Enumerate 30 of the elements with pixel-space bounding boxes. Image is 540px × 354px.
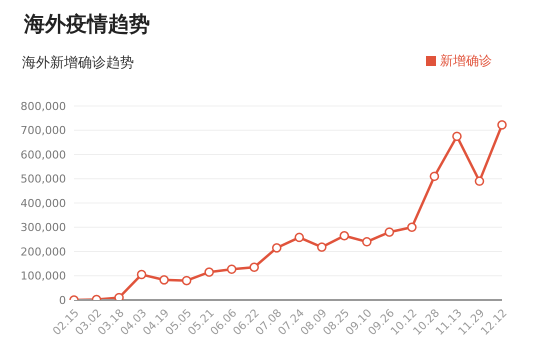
point [136, 270, 146, 280]
point [272, 243, 282, 253]
point [497, 120, 507, 130]
chart-title: 海外疫情趋势 [24, 11, 150, 38]
point [384, 227, 394, 237]
legend-label: 新增确诊 [440, 54, 492, 69]
y-tick-label: 700,000 [20, 124, 66, 138]
y-tick-label: 100,000 [20, 270, 66, 283]
point [317, 242, 327, 252]
point [249, 262, 259, 272]
y-tick-label: 400,000 [20, 196, 66, 210]
y-tick-label: 600,000 [20, 148, 66, 162]
point [474, 176, 484, 186]
point [340, 230, 350, 240]
point [407, 222, 417, 232]
point [204, 267, 214, 277]
chart-subtitle: 海外新增确诊趋势 [22, 54, 134, 72]
point [226, 264, 236, 274]
point [362, 237, 372, 247]
y-tick-label: 500,000 [20, 172, 66, 186]
point [452, 132, 462, 142]
point [430, 172, 440, 182]
point [182, 276, 192, 286]
y-tick-label: 300,000 [20, 221, 66, 234]
point [114, 292, 124, 300]
y-tick-label: 200,000 [20, 245, 66, 258]
point [294, 232, 304, 242]
y-tick-label: 800,000 [20, 100, 66, 113]
y-tick-label: 0 [59, 294, 66, 307]
point [159, 275, 169, 285]
